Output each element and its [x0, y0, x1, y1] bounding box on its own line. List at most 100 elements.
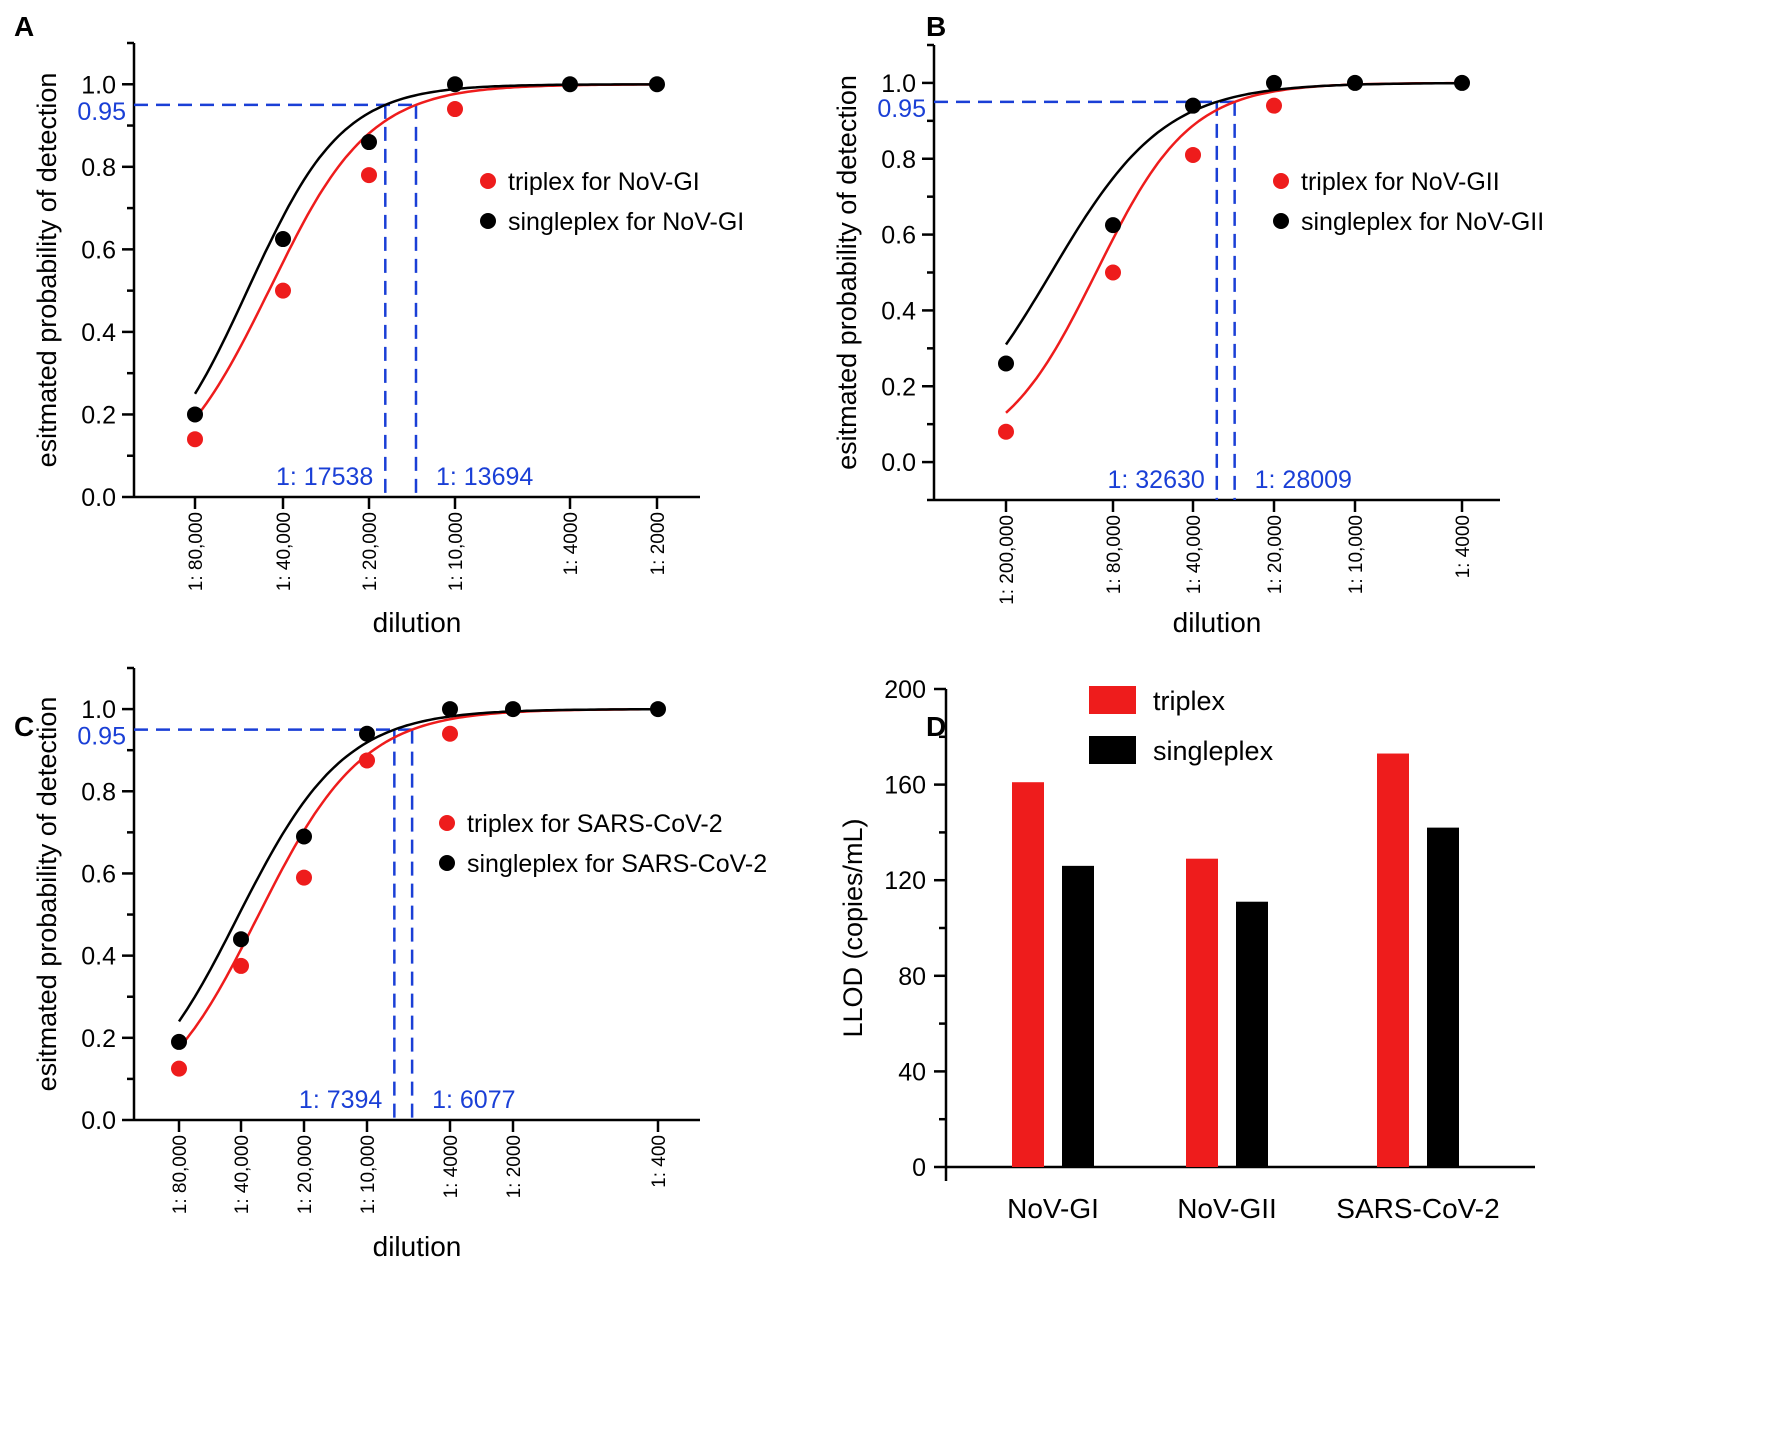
legend-marker: [439, 855, 455, 871]
legend-label: triplex for NoV-GII: [1301, 168, 1500, 196]
data-point: [998, 423, 1014, 440]
y-tick-label: 1.0: [81, 696, 116, 724]
x-tick-label: 1: 200,000: [997, 515, 1018, 605]
legend-label: singleplex for NoV-GII: [1301, 208, 1544, 236]
x-tick-label: 1: 20,000: [1265, 515, 1286, 594]
x-tick-label: 1: 400: [649, 1135, 670, 1188]
cutoff-label: 1: 6077: [432, 1086, 515, 1114]
data-point: [296, 869, 312, 886]
y-tick-label: 160: [884, 772, 926, 800]
y-axis-title: esitmated probability of detection: [32, 697, 62, 1092]
threshold-label: 0.95: [877, 95, 926, 123]
legend-label: triplex for NoV-GI: [508, 168, 700, 196]
x-tick-label: 1: 4000: [561, 512, 582, 575]
x-category-label: NoV-GII: [1177, 1193, 1277, 1224]
data-point: [1185, 97, 1201, 114]
fit-curve: [178, 708, 658, 1049]
y-tick-label: 0.0: [81, 1107, 116, 1135]
cutoff-label: 1: 28009: [1255, 466, 1352, 494]
fit-curve: [193, 83, 657, 395]
x-axis-title: dilution: [373, 1231, 462, 1262]
cutoff-label: 1: 17538: [276, 463, 373, 491]
x-tick-label: 1: 10,000: [358, 1135, 379, 1214]
legend-marker: [1273, 173, 1289, 189]
data-point: [447, 76, 463, 93]
y-tick-label: 0.8: [881, 146, 916, 174]
x-tick-label: 1: 80,000: [170, 1135, 191, 1214]
data-point: [275, 231, 291, 248]
y-tick-label: 0.6: [881, 222, 916, 250]
x-tick-label: 1: 20,000: [295, 1135, 316, 1214]
x-tick-label: 1: 2000: [504, 1135, 525, 1198]
data-point: [442, 725, 458, 742]
data-point: [296, 828, 312, 845]
panel-a: A 0.0 0.2 0.4 0.6 0.8 1.0 1: 80,000 1: 40,000 1:…: [14, 11, 744, 638]
data-point: [1105, 217, 1121, 234]
x-tick-label: 1: 4000: [441, 1135, 462, 1198]
legend-marker: [480, 173, 496, 189]
data-point: [187, 431, 203, 448]
y-tick-label: 0.8: [81, 778, 116, 806]
threshold-label: 0.95: [77, 98, 126, 126]
legend-swatch: [1089, 686, 1136, 714]
data-point: [361, 167, 377, 184]
y-tick-label: 200: [884, 676, 926, 704]
x-tick-label: 1: 40,000: [1184, 515, 1205, 594]
panel-letter: A: [14, 11, 34, 42]
x-tick-label: 1: 10,000: [446, 512, 467, 591]
bar: [1236, 901, 1268, 1167]
bar: [1062, 865, 1094, 1167]
cutoff-label: 1: 13694: [436, 463, 533, 491]
y-tick-label: 1.0: [881, 70, 916, 98]
x-tick-label: 1: 80,000: [1104, 515, 1125, 594]
y-tick-label: 0.0: [81, 484, 116, 512]
data-point: [359, 752, 375, 769]
y-tick-label: 0.4: [881, 297, 916, 325]
data-point: [447, 101, 463, 118]
fit-curve: [177, 707, 658, 1023]
y-tick-label: 1.0: [81, 71, 116, 99]
y-axis-title: esitmated probability of detection: [32, 73, 62, 468]
x-tick-label: 1: 20,000: [360, 512, 381, 591]
x-tick-label: 1: 2000: [648, 512, 669, 575]
data-point: [505, 701, 521, 718]
data-point: [171, 1060, 187, 1077]
x-tick-label: 1: 10,000: [1346, 515, 1367, 594]
x-category-label: SARS-CoV-2: [1336, 1193, 1499, 1224]
data-point: [361, 134, 377, 151]
legend-label: singleplex for NoV-GI: [508, 208, 744, 236]
data-point: [442, 701, 458, 718]
data-point: [998, 355, 1014, 372]
x-tick-label: 1: 4000: [1453, 515, 1474, 578]
legend-marker: [480, 213, 496, 229]
y-axis-title: esitmated probability of detection: [832, 75, 862, 470]
panel-c: C 0.0 0.2 0.4 0.6 0.8 1.0 1: 80,000 1: 40,000 1:…: [14, 666, 767, 1262]
bar: [1377, 753, 1409, 1167]
data-point: [1266, 74, 1282, 91]
data-point: [1105, 264, 1121, 281]
cutoff-label: 1: 7394: [299, 1086, 383, 1114]
y-tick-label: 0.2: [881, 373, 916, 401]
legend-label: singleplex: [1153, 736, 1274, 766]
y-tick-label: 40: [898, 1058, 926, 1086]
y-tick-label: 0: [912, 1154, 926, 1182]
y-tick-label: 0.8: [81, 154, 116, 182]
x-axis-title: dilution: [1173, 607, 1262, 638]
data-point: [1185, 146, 1201, 163]
data-point: [359, 725, 375, 742]
bar: [1012, 782, 1044, 1167]
data-point: [233, 931, 249, 948]
data-point: [562, 76, 578, 93]
data-point: [275, 282, 291, 299]
panel-letter: B: [926, 11, 946, 42]
fit-curve: [1004, 81, 1462, 346]
legend-label: triplex: [1153, 686, 1226, 716]
data-point: [650, 701, 666, 718]
x-axis-title: dilution: [373, 607, 462, 638]
y-tick-label: 0.2: [81, 1025, 116, 1053]
x-tick-label: 1: 40,000: [274, 512, 295, 591]
bar: [1427, 827, 1459, 1167]
bar: [1186, 858, 1218, 1167]
y-tick-label: 0.6: [81, 236, 116, 264]
